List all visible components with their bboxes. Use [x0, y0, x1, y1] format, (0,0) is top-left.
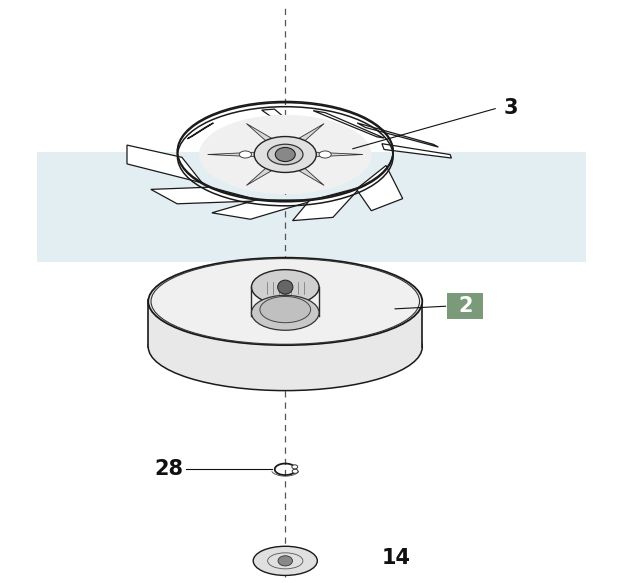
Text: 3: 3	[504, 98, 518, 118]
Text: 14: 14	[381, 548, 411, 568]
Ellipse shape	[275, 147, 295, 161]
Text: 2: 2	[458, 296, 473, 316]
Polygon shape	[262, 109, 303, 134]
Polygon shape	[292, 124, 324, 145]
Polygon shape	[148, 300, 422, 347]
Ellipse shape	[278, 556, 292, 566]
Polygon shape	[357, 123, 439, 147]
Polygon shape	[313, 111, 384, 138]
Polygon shape	[188, 123, 213, 139]
Ellipse shape	[148, 258, 422, 345]
Polygon shape	[356, 166, 402, 210]
Polygon shape	[247, 164, 278, 185]
Ellipse shape	[253, 546, 317, 575]
Ellipse shape	[292, 465, 298, 469]
Polygon shape	[293, 187, 361, 220]
Ellipse shape	[252, 296, 319, 331]
Polygon shape	[207, 152, 264, 157]
Ellipse shape	[254, 136, 316, 173]
Ellipse shape	[267, 144, 303, 165]
Ellipse shape	[199, 115, 371, 194]
Polygon shape	[382, 143, 452, 158]
Ellipse shape	[252, 270, 319, 305]
Ellipse shape	[278, 280, 293, 294]
Ellipse shape	[260, 297, 311, 323]
Bar	[37, 152, 586, 262]
Ellipse shape	[239, 151, 252, 158]
Ellipse shape	[319, 151, 331, 158]
Polygon shape	[212, 200, 315, 219]
Polygon shape	[307, 152, 363, 157]
Polygon shape	[151, 187, 261, 204]
Ellipse shape	[292, 469, 298, 473]
Polygon shape	[292, 164, 324, 185]
FancyBboxPatch shape	[447, 293, 483, 319]
Ellipse shape	[148, 303, 422, 391]
Polygon shape	[127, 145, 202, 183]
Polygon shape	[247, 124, 278, 145]
Text: 28: 28	[155, 459, 183, 479]
